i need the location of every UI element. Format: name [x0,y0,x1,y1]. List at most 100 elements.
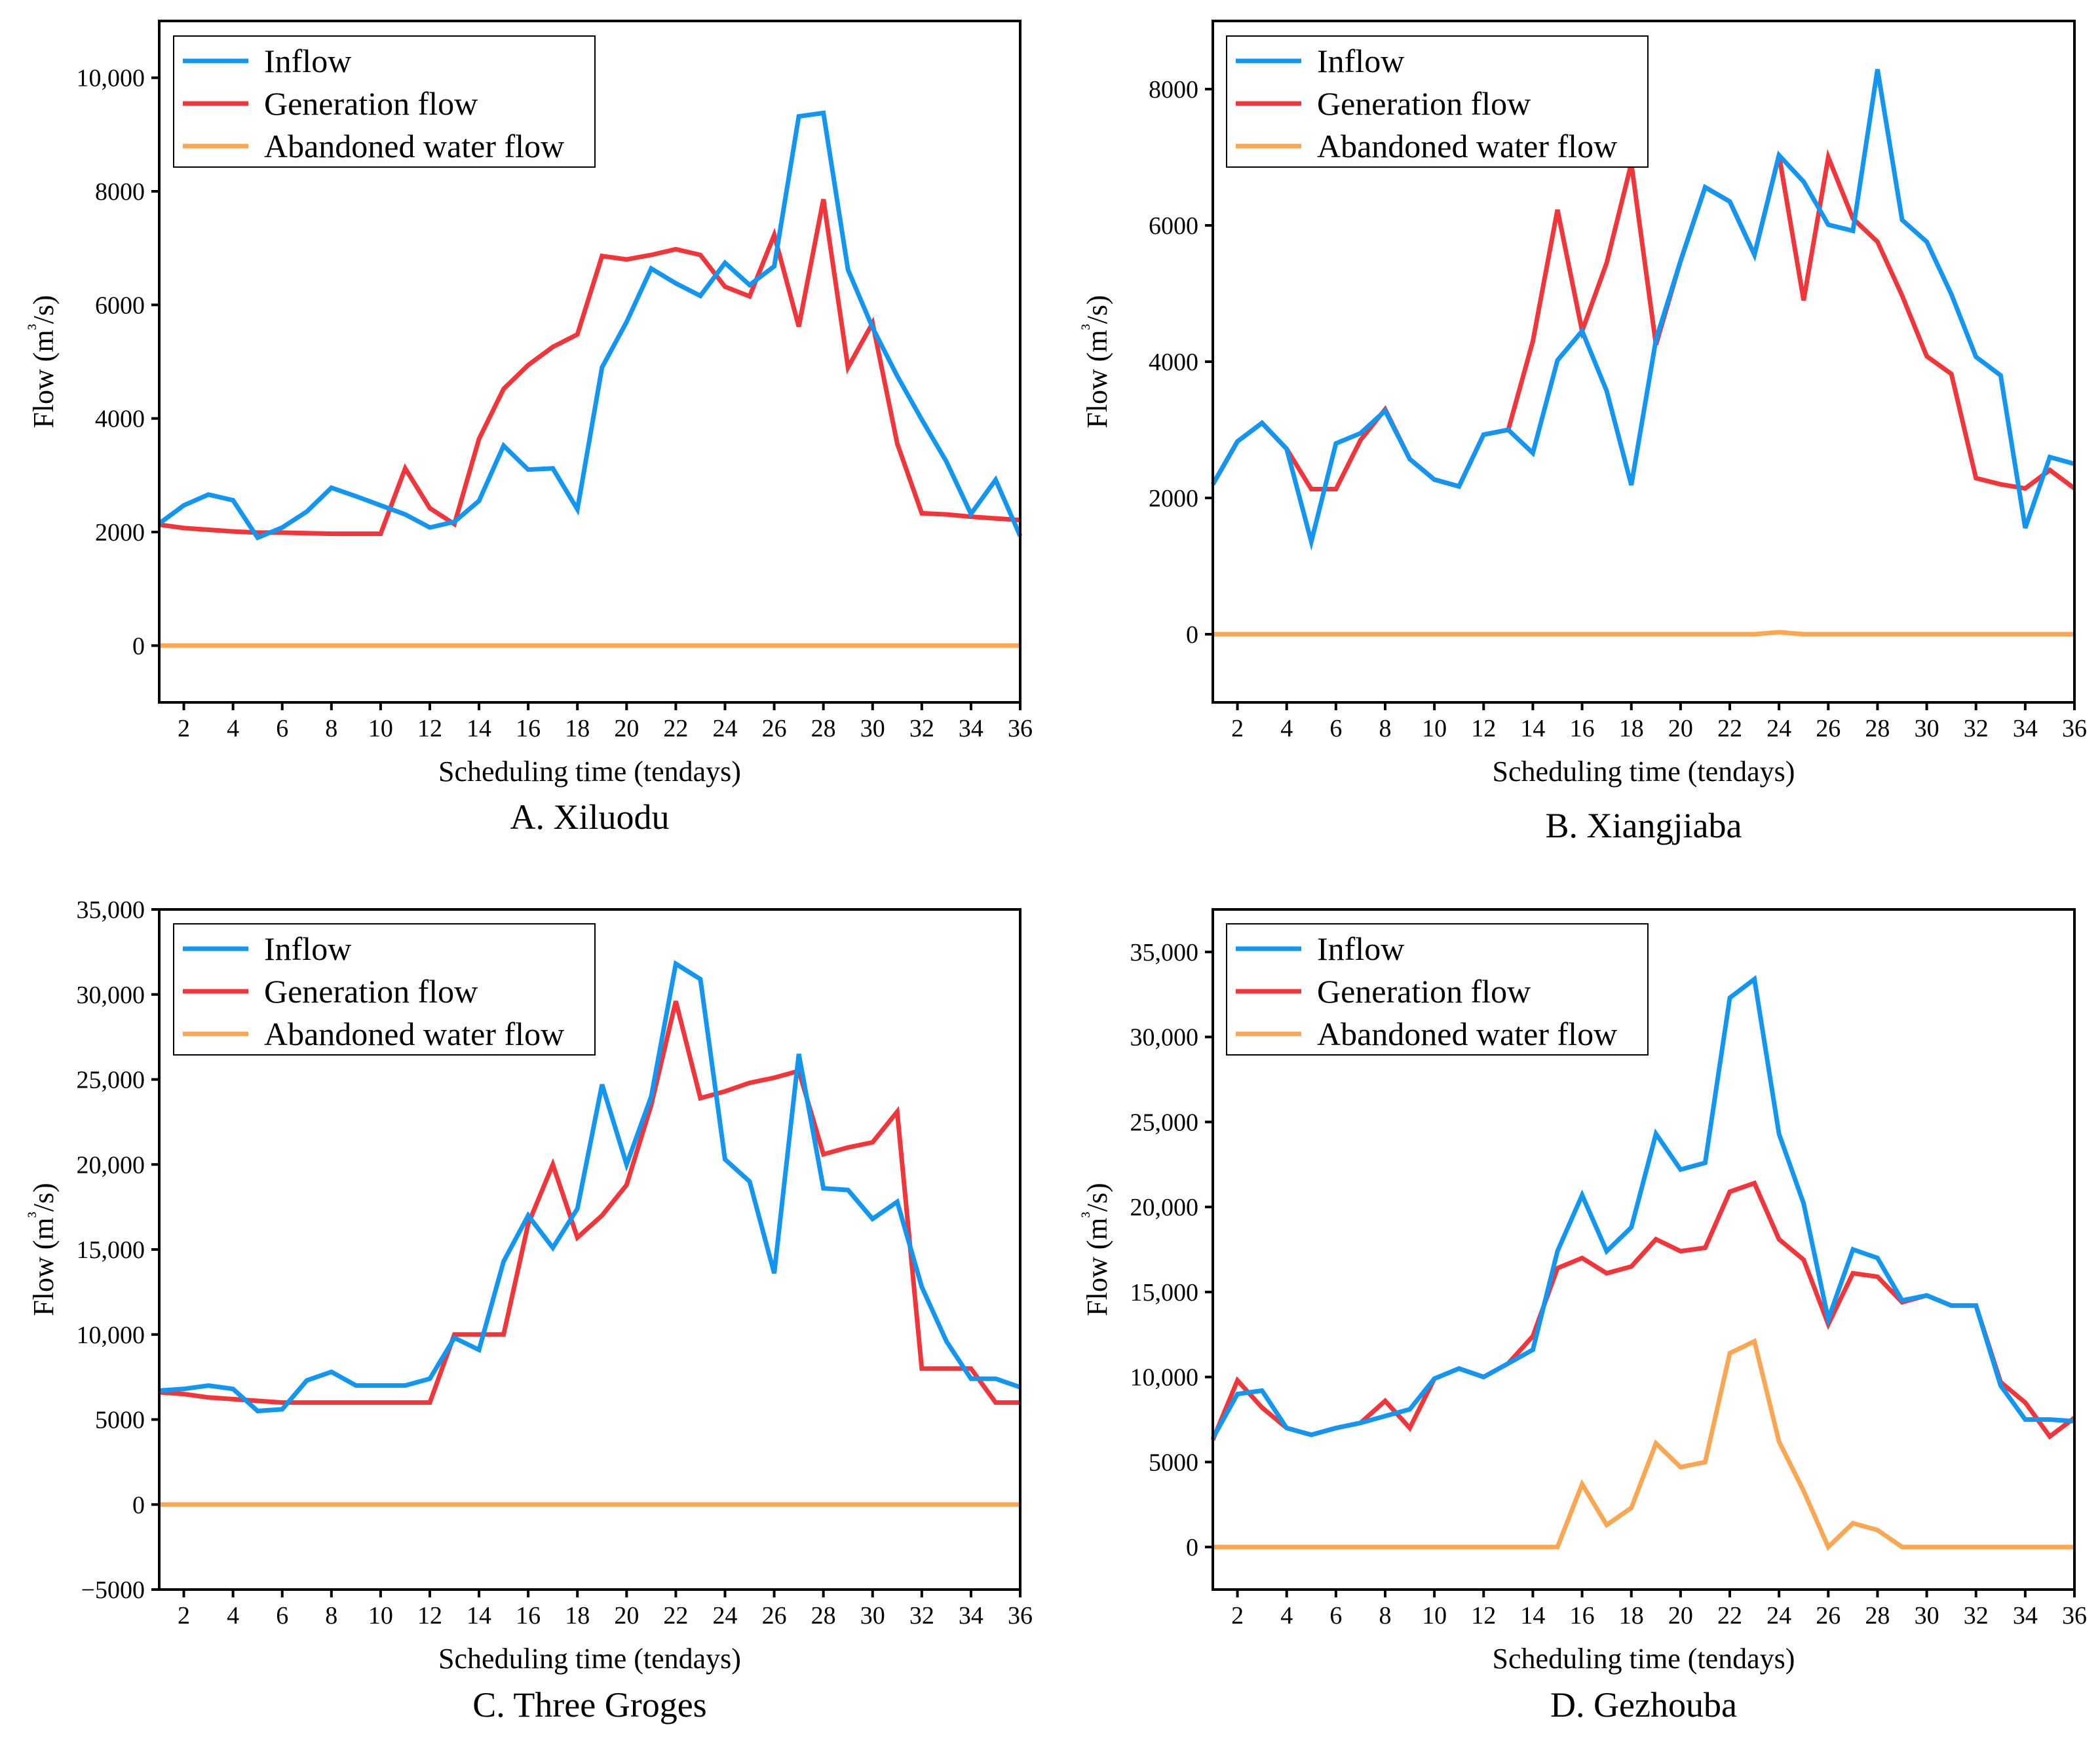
y-axis-title-superscript: ³ [1078,324,1099,330]
x-axis-title: Scheduling time (tendays) [1493,1643,1795,1675]
y-tick-label: 2000 [95,519,145,546]
y-tick-label: 35,000 [1130,939,1199,966]
y-axis-title-unit: /s) [28,295,60,324]
x-tick-label: 24 [1766,1602,1791,1630]
legend-label-inflow: Inflow [264,930,351,967]
legend-label-inflow: Inflow [1317,930,1404,967]
y-tick-label: 10,000 [77,1322,145,1349]
x-tick-label: 12 [1471,715,1496,742]
y-axis-title: Flow (m³/s) [1078,1183,1113,1316]
legend-label-generation-flow: Generation flow [1317,85,1531,122]
x-tick-label: 34 [2013,1602,2038,1630]
y-axis-title-unit: /s) [1081,1183,1113,1211]
x-tick-label: 26 [1816,715,1841,742]
y-axis-title-superscript: ³ [24,324,46,330]
x-tick-label: 34 [2013,715,2038,742]
x-tick-label: 34 [959,1602,983,1630]
x-tick-label: 4 [227,1602,239,1630]
y-tick-label: 25,000 [1130,1109,1199,1136]
x-tick-label: 10 [1422,1602,1447,1630]
x-tick-label: 22 [1717,1602,1742,1630]
x-tick-label: 8 [325,715,337,742]
x-tick-label: 12 [1471,1602,1496,1630]
x-tick-label: 18 [565,1602,590,1630]
x-tick-label: 2 [1231,715,1244,742]
x-tick-label: 8 [1379,1602,1392,1630]
x-tick-label: 22 [663,715,688,742]
x-tick-label: 34 [959,715,983,742]
x-tick-label: 18 [1619,1602,1644,1630]
series-line-inflow [1210,975,2075,1439]
x-tick-label: 32 [909,1602,934,1630]
x-tick-label: 10 [368,715,393,742]
y-tick-label: 8000 [1149,76,1198,104]
legend-label-abandoned-water-flow: Abandoned water flow [1317,128,1617,164]
y-tick-label: 0 [132,632,145,660]
x-tick-label: 2 [178,1602,190,1630]
x-tick-label: 22 [1717,715,1742,742]
y-tick-label: 15,000 [77,1236,145,1264]
x-tick-label: 14 [1520,1602,1545,1630]
y-tick-label: 6000 [1149,212,1198,240]
x-tick-label: 36 [2062,715,2087,742]
y-axis-title-unit: /s) [28,1183,60,1211]
y-axis-title-unit: /s) [1081,295,1113,324]
x-axis-title: Scheduling time (tendays) [438,1643,741,1675]
legend: Inflow Generation flow Abandoned water flo… [1226,923,1649,1056]
y-tick-label: 6000 [95,292,145,319]
y-tick-label: 5000 [1149,1449,1198,1476]
x-tick-label: 16 [516,715,541,742]
x-tick-label: 36 [1008,715,1033,742]
legend-label-inflow: Inflow [1317,43,1404,79]
x-tick-label: 2 [1231,1602,1244,1630]
x-tick-label: 16 [516,1602,541,1630]
x-tick-label: 14 [467,1602,491,1630]
y-axis-title: Flow (m³/s) [1078,295,1113,428]
x-tick-label: 6 [1329,1602,1342,1630]
y-axis-title-text: Flow (m [28,1217,60,1316]
y-tick-label: 0 [132,1491,145,1519]
x-tick-label: 28 [811,1602,836,1630]
x-tick-label: 24 [712,1602,737,1630]
x-tick-label: 2 [178,715,190,742]
x-tick-label: 20 [614,715,639,742]
x-tick-label: 14 [467,715,491,742]
x-tick-label: 10 [1422,715,1447,742]
x-tick-label: 18 [565,715,590,742]
x-tick-label: 20 [614,1602,639,1630]
y-tick-label: 25,000 [77,1067,145,1094]
panel-caption: A. Xiluodu [510,797,670,837]
x-tick-label: 6 [276,715,288,742]
series-line-abandoned-water-flow [1213,1338,2074,1552]
legend: Inflow Generation flow Abandoned water flo… [1226,35,1649,168]
x-tick-label: 32 [1964,715,1989,742]
x-tick-label: 20 [1668,715,1693,742]
x-tick-label: 32 [909,715,934,742]
y-tick-label: 10,000 [77,65,145,92]
y-axis-title: Flow (m³/s) [24,1183,60,1316]
y-tick-label: 0 [1186,621,1198,649]
x-tick-label: 4 [227,715,239,742]
y-tick-label: 8000 [95,178,145,206]
x-tick-label: 22 [663,1602,688,1630]
x-tick-label: 30 [860,715,885,742]
y-axis-title: Flow (m³/s) [24,295,60,428]
legend: Inflow Generation flow Abandoned water flo… [173,923,596,1056]
legend-label-generation-flow: Generation flow [264,85,478,122]
y-tick-label: 2000 [1149,485,1198,512]
legend-label-abandoned-water-flow: Abandoned water flow [264,1016,564,1052]
x-tick-label: 6 [1329,715,1342,742]
legend-label-abandoned-water-flow: Abandoned water flow [264,128,564,164]
y-axis-title-text: Flow (m [1081,1217,1113,1316]
legend-label-generation-flow: Generation flow [1317,973,1531,1010]
x-tick-label: 36 [2062,1602,2087,1630]
y-tick-label: 30,000 [77,982,145,1009]
plot-frame [158,20,1021,704]
x-tick-label: 32 [1964,1602,1989,1630]
legend-label-generation-flow: Generation flow [264,973,478,1010]
panel-caption: D. Gezhouba [1550,1685,1737,1725]
x-tick-label: 8 [1379,715,1392,742]
